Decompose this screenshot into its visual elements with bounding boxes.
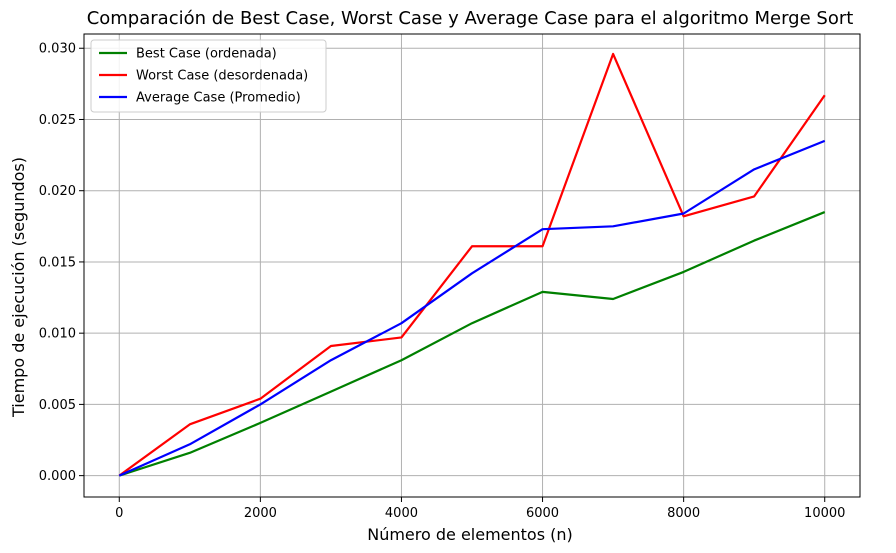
x-tick-label: 0	[115, 506, 123, 521]
grid	[84, 34, 860, 497]
series-line-1	[118, 211, 826, 477]
y-tick-label: 0.025	[39, 113, 76, 128]
y-tick-label: 0.005	[39, 398, 76, 413]
series-line-2	[118, 52, 826, 477]
x-tick-label: 6000	[526, 506, 559, 521]
legend-label: Worst Case (desordenada)	[136, 69, 308, 84]
chart-title: Comparación de Best Case, Worst Case y A…	[87, 8, 854, 29]
legend-box	[90, 39, 327, 113]
x-tick-label: 10000	[804, 506, 845, 521]
x-axis-title: Número de elementos (n)	[367, 525, 573, 544]
x-tick-label: 4000	[385, 506, 418, 521]
axis-ticks: 0 2000 4000 6000 8000 10000 0.000 0.005 0.010 0.0…	[39, 42, 846, 521]
x-tick-label: 8000	[667, 506, 700, 521]
series-line-3	[118, 139, 826, 477]
y-tick-label: 0.015	[39, 255, 76, 270]
y-tick-label: 0.000	[39, 469, 76, 484]
legend: Best Case (ordenada) Worst Case (desorden…	[90, 39, 327, 113]
series-lines	[118, 52, 826, 477]
y-tick-label: 0.020	[39, 184, 76, 199]
y-axis-title: Tiempo de ejecución (segundos)	[9, 157, 28, 418]
legend-label: Average Case (Promedio)	[136, 91, 301, 106]
legend-label: Best Case (ordenada)	[136, 47, 277, 62]
y-tick-label: 0.010	[39, 327, 76, 342]
plot-frame	[83, 33, 861, 498]
x-tick-label: 2000	[244, 506, 277, 521]
y-tick-label: 0.030	[39, 42, 76, 57]
